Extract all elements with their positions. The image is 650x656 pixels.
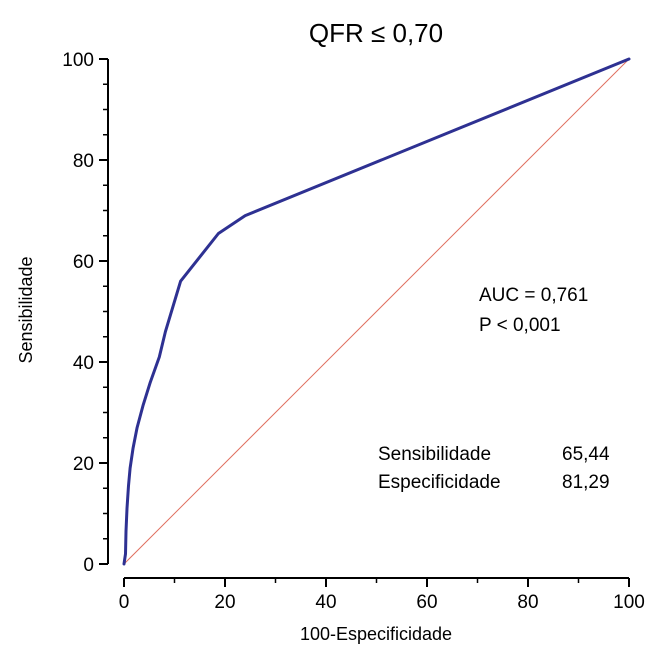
- sensitivity-value: 65,44: [562, 444, 610, 465]
- x-tick-label: 100: [613, 592, 645, 613]
- specificity-value: 81,29: [562, 472, 610, 493]
- y-tick-label: 0: [83, 555, 94, 576]
- y-tick-label: 60: [73, 252, 94, 273]
- series: [122, 57, 631, 566]
- sensitivity-label: Sensibilidade: [378, 444, 491, 465]
- roc-curve-line: [122, 57, 631, 566]
- specificity-label: Especificidade: [378, 472, 501, 493]
- x-tick-label: 20: [214, 592, 235, 613]
- y-tick-label: 20: [73, 454, 94, 475]
- p-value-annotation: P < 0,001: [479, 315, 561, 336]
- x-tick-label: 60: [416, 592, 437, 613]
- x-tick-label: 80: [517, 592, 538, 613]
- x-tick-label: 0: [119, 592, 130, 613]
- y-axis-label: Sensibilidade: [16, 256, 36, 363]
- x-tick-label: 40: [315, 592, 336, 613]
- axis-ticks: 0 20 40 60 80 100 0 20 40 60 80 100: [62, 50, 645, 613]
- x-axis-label: 100-Especificidade: [300, 624, 452, 644]
- chart-title: QFR ≤ 0,70: [309, 18, 443, 48]
- y-tick-label: 100: [62, 50, 94, 71]
- y-tick-label: 80: [73, 151, 94, 172]
- y-tick-label: 40: [73, 353, 94, 374]
- auc-annotation: AUC = 0,761: [479, 285, 588, 306]
- reference-diagonal-line: [123, 58, 630, 565]
